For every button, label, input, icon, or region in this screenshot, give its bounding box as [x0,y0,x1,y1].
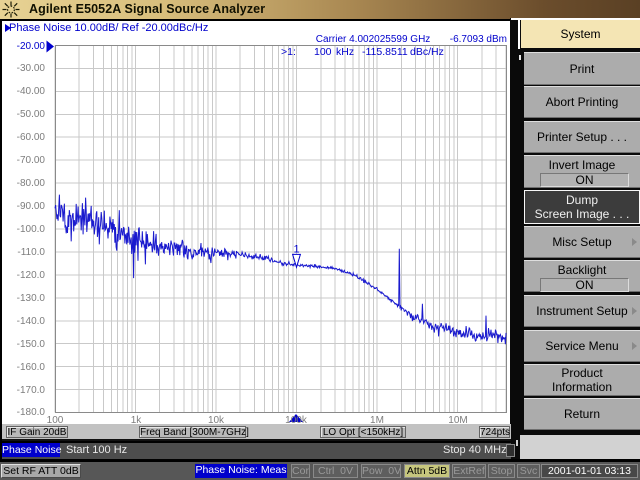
svg-text:1: 1 [294,244,300,256]
